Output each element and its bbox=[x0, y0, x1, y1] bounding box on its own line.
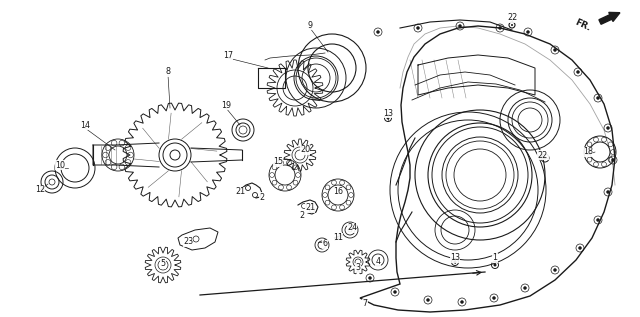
Circle shape bbox=[493, 263, 497, 267]
Text: FR.: FR. bbox=[573, 17, 592, 33]
Circle shape bbox=[511, 24, 513, 26]
Text: 10: 10 bbox=[55, 160, 65, 170]
Circle shape bbox=[579, 247, 582, 249]
Text: 7: 7 bbox=[362, 300, 367, 308]
Circle shape bbox=[426, 299, 429, 301]
Text: 9: 9 bbox=[307, 21, 312, 29]
Text: 15: 15 bbox=[273, 158, 283, 166]
Circle shape bbox=[527, 30, 529, 34]
Text: 6: 6 bbox=[323, 240, 328, 249]
Text: 2: 2 bbox=[259, 192, 264, 202]
Text: 17: 17 bbox=[223, 50, 233, 60]
Text: 13: 13 bbox=[383, 108, 393, 118]
Text: 8: 8 bbox=[166, 68, 170, 76]
Circle shape bbox=[554, 268, 557, 271]
Circle shape bbox=[543, 157, 547, 159]
Text: 22: 22 bbox=[507, 14, 517, 23]
Text: 22: 22 bbox=[538, 151, 548, 159]
Text: 5: 5 bbox=[161, 260, 166, 268]
Text: 21: 21 bbox=[235, 187, 245, 197]
Text: 21: 21 bbox=[305, 204, 315, 212]
Text: 19: 19 bbox=[221, 100, 231, 109]
Text: 23: 23 bbox=[183, 237, 193, 247]
Circle shape bbox=[493, 296, 495, 300]
Text: 11: 11 bbox=[333, 234, 343, 243]
Text: 2: 2 bbox=[300, 210, 305, 219]
Circle shape bbox=[369, 276, 371, 280]
FancyArrow shape bbox=[599, 12, 620, 24]
Circle shape bbox=[607, 191, 609, 193]
Text: 3: 3 bbox=[355, 263, 360, 273]
Circle shape bbox=[417, 27, 419, 29]
Circle shape bbox=[458, 24, 461, 28]
Circle shape bbox=[454, 261, 456, 263]
Text: 16: 16 bbox=[333, 187, 343, 197]
Circle shape bbox=[596, 96, 600, 100]
Text: 4: 4 bbox=[376, 257, 381, 267]
Text: 13: 13 bbox=[450, 254, 460, 262]
Circle shape bbox=[607, 126, 609, 130]
Circle shape bbox=[577, 70, 579, 74]
Circle shape bbox=[524, 287, 527, 289]
Circle shape bbox=[554, 49, 557, 51]
Text: 18: 18 bbox=[583, 147, 593, 157]
Circle shape bbox=[611, 158, 614, 161]
Circle shape bbox=[596, 218, 600, 222]
Circle shape bbox=[376, 30, 380, 34]
Text: 24: 24 bbox=[347, 223, 357, 232]
Circle shape bbox=[394, 290, 397, 294]
Circle shape bbox=[499, 27, 502, 29]
Circle shape bbox=[461, 301, 463, 303]
Text: 20: 20 bbox=[300, 146, 310, 154]
Circle shape bbox=[387, 117, 390, 120]
Text: 1: 1 bbox=[493, 254, 497, 262]
Text: 12: 12 bbox=[35, 185, 45, 195]
Text: 14: 14 bbox=[80, 120, 90, 130]
